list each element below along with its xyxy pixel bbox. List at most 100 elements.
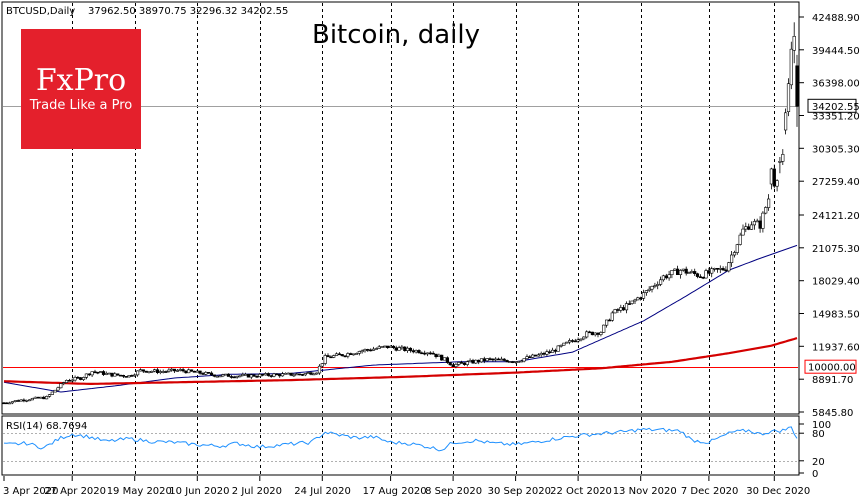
candle <box>44 395 49 400</box>
candle <box>721 266 725 271</box>
candle-body <box>64 379 69 383</box>
candle <box>445 356 450 364</box>
candle <box>454 362 458 369</box>
candle-body <box>403 346 407 352</box>
candle <box>715 267 719 273</box>
candle-body <box>513 361 518 363</box>
candle-body <box>701 276 705 279</box>
candle-body <box>366 349 370 351</box>
candle-body <box>8 402 12 405</box>
candle-body <box>62 382 66 384</box>
candle <box>8 401 12 405</box>
candle <box>332 354 336 359</box>
candle <box>442 357 447 361</box>
y-tick-label: 30305.30 <box>812 144 860 155</box>
candle-body <box>667 274 671 279</box>
candle <box>695 272 700 279</box>
candle-body <box>741 228 745 236</box>
candle-body <box>596 332 600 335</box>
candle-body <box>735 244 739 253</box>
candle-body <box>218 375 222 378</box>
candle <box>50 391 54 395</box>
candle <box>175 369 180 372</box>
candle <box>238 375 242 378</box>
candle-body <box>783 112 788 131</box>
candle-body <box>752 221 756 226</box>
candle-body <box>687 272 691 274</box>
candle-body <box>781 154 785 162</box>
candle-body <box>334 353 339 356</box>
candle-body <box>2 402 6 405</box>
level-box <box>804 359 857 374</box>
candle <box>562 342 566 346</box>
candle <box>536 353 540 357</box>
candle-body <box>496 358 501 361</box>
candle-body <box>76 376 80 379</box>
candle <box>121 374 125 378</box>
candle-body <box>269 375 273 377</box>
candle <box>164 370 168 373</box>
y-tick-label: 33351.20 <box>812 112 860 123</box>
candle <box>789 41 793 90</box>
candle-body <box>462 362 467 365</box>
level-label: 10000.00 <box>808 363 856 374</box>
candle <box>670 270 674 279</box>
candle-body <box>164 371 168 373</box>
candle-body <box>758 220 762 229</box>
candle-body <box>215 375 219 378</box>
candle-body <box>167 369 171 372</box>
candle-body <box>272 373 276 377</box>
candle-body <box>323 355 327 364</box>
candle-body <box>59 383 63 389</box>
candle <box>710 266 714 278</box>
candle-body <box>332 355 336 358</box>
y-tick-label: 11937.60 <box>812 342 860 353</box>
candle-body <box>718 268 722 270</box>
candle-body <box>747 226 751 230</box>
candle <box>150 370 154 373</box>
candle <box>607 318 611 322</box>
candle-body <box>647 288 651 291</box>
candle-body <box>104 372 108 375</box>
candle <box>320 363 324 369</box>
candle-body <box>312 373 316 376</box>
candle-body <box>266 373 270 376</box>
candle-body <box>587 331 592 334</box>
logo-tagline: Trade Like a Pro <box>29 98 133 113</box>
candle-body <box>391 345 396 349</box>
ma-line-long <box>3 337 798 385</box>
candle-body <box>326 355 330 358</box>
rsi-indicator <box>3 426 798 462</box>
candle-body <box>539 352 543 356</box>
candle <box>59 383 63 389</box>
candle <box>764 206 768 215</box>
candle <box>528 355 532 359</box>
candle-body <box>39 396 43 399</box>
candle-body <box>511 361 515 363</box>
candle <box>53 389 57 393</box>
candle <box>84 373 88 380</box>
chart-title: Bitcoin, daily <box>312 20 480 50</box>
candle-body <box>420 352 424 355</box>
candle-body <box>275 373 279 376</box>
candle-body <box>707 270 711 274</box>
x-tick-label: 22 Oct 2020 <box>550 486 612 497</box>
candle-body <box>53 389 57 393</box>
candle-body <box>664 275 668 279</box>
candle-body <box>235 375 239 378</box>
y-tick-label: 42488.90 <box>812 13 860 24</box>
candle-body <box>661 275 665 281</box>
candle-body <box>570 340 575 342</box>
candle-body <box>383 345 387 348</box>
candle-body <box>150 370 154 373</box>
candle-body <box>636 297 640 301</box>
candle-body <box>357 351 361 354</box>
candle-body <box>249 374 253 378</box>
candle-body <box>133 374 137 377</box>
candle <box>727 261 731 273</box>
candle-body <box>627 303 631 305</box>
candle <box>391 345 396 350</box>
candle-body <box>440 354 444 361</box>
